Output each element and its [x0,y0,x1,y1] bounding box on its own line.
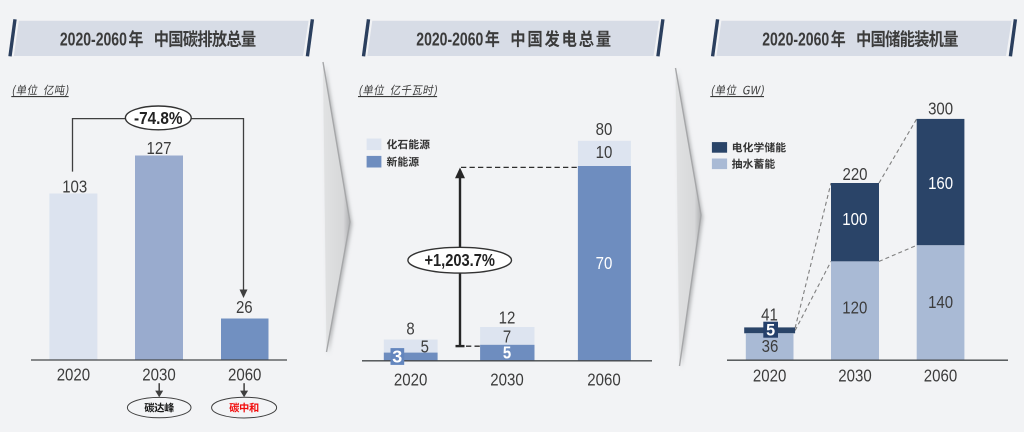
svg-text:220: 220 [843,164,868,184]
svg-text:7: 7 [503,327,511,347]
svg-text:80: 80 [596,119,613,139]
svg-text:100: 100 [842,209,867,229]
svg-text:2020: 2020 [394,369,427,389]
svg-text:2060: 2060 [924,365,957,385]
svg-text:12: 12 [499,308,516,328]
svg-text:2020: 2020 [753,365,786,385]
svg-text:2020: 2020 [57,365,90,385]
svg-text:2060: 2060 [587,369,620,389]
svg-text:120: 120 [842,298,867,318]
svg-text:140: 140 [928,292,953,312]
svg-text:5: 5 [421,337,429,357]
svg-text:5: 5 [766,321,775,340]
svg-text:-74.8%: -74.8% [134,108,183,128]
svg-text:127: 127 [147,138,172,158]
svg-text:41: 41 [761,305,778,325]
svg-text:3: 3 [392,347,402,367]
svg-text:2030: 2030 [838,365,871,385]
svg-text:8: 8 [406,319,414,339]
svg-text:103: 103 [62,177,87,197]
svg-text:26: 26 [236,297,253,317]
svg-text:5: 5 [503,343,511,363]
svg-text:36: 36 [762,336,779,356]
svg-text:2030: 2030 [142,365,175,385]
svg-text:160: 160 [928,173,953,193]
svg-text:10: 10 [596,142,613,162]
svg-text:70: 70 [596,253,613,273]
svg-text:+1,203.7%: +1,203.7% [424,250,495,270]
svg-text:2030: 2030 [490,369,523,389]
svg-text:2020-2060: 2020-2060 [762,29,829,50]
svg-text:2020-2060: 2020-2060 [60,29,127,50]
svg-text:2020-2060: 2020-2060 [416,29,483,50]
svg-text:2060: 2060 [228,365,261,385]
svg-text:300: 300 [928,99,953,119]
